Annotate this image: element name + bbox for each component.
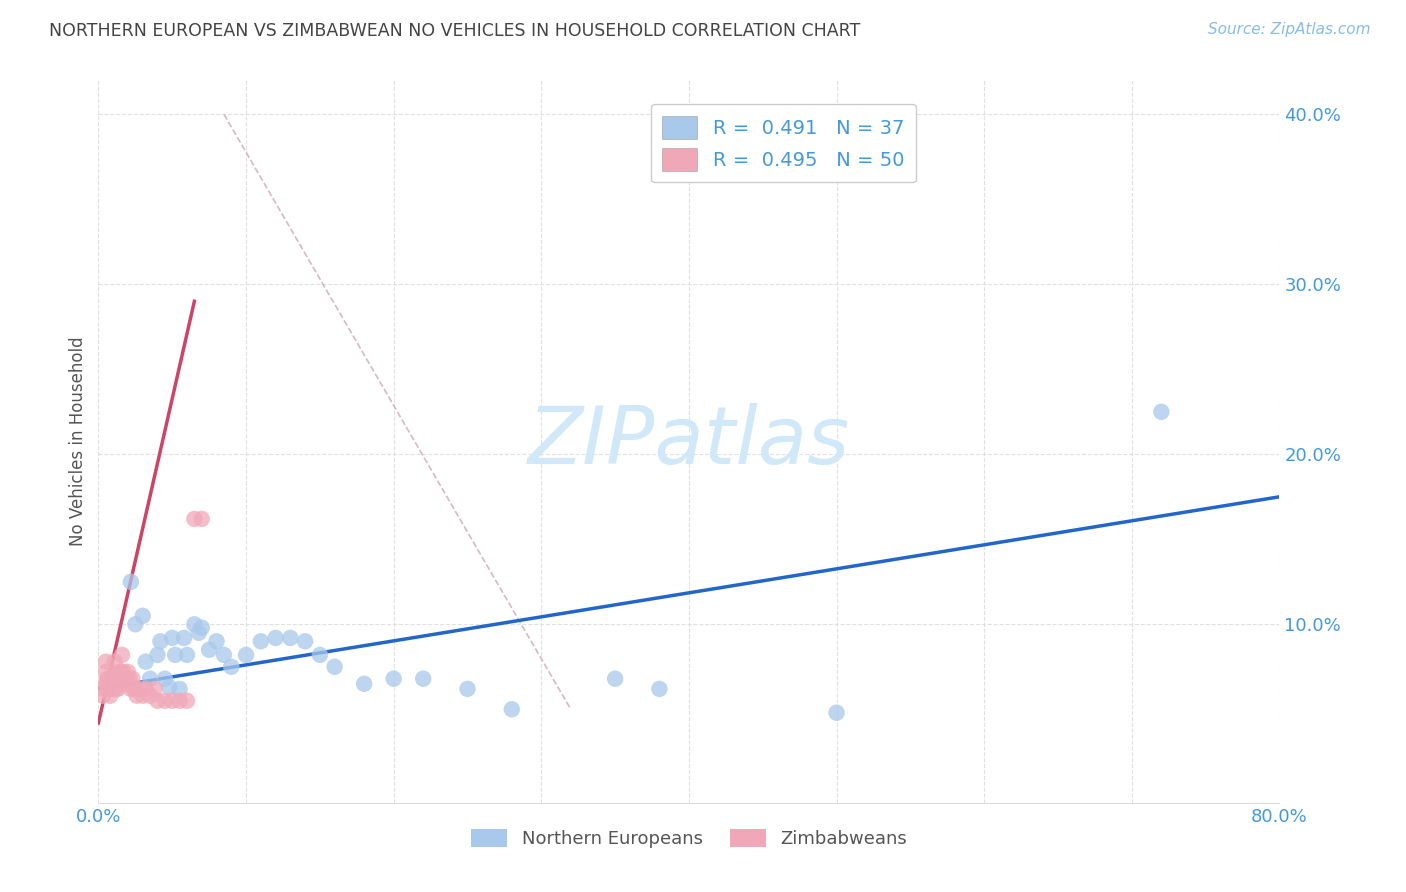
- Point: [100, 672, 122, 686]
- Point: [139, 689, 162, 703]
- Point: [191, 621, 214, 635]
- Point: [94, 665, 117, 679]
- Point: [169, 694, 191, 708]
- Point: [382, 672, 405, 686]
- Point: [264, 631, 287, 645]
- Point: [176, 648, 198, 662]
- Point: [176, 694, 198, 708]
- Point: [309, 648, 332, 662]
- Point: [108, 672, 131, 686]
- Point: [105, 672, 128, 686]
- Text: NORTHERN EUROPEAN VS ZIMBABWEAN NO VEHICLES IN HOUSEHOLD CORRELATION CHART: NORTHERN EUROPEAN VS ZIMBABWEAN NO VEHIC…: [49, 22, 860, 40]
- Point: [825, 706, 848, 720]
- Point: [91, 689, 114, 703]
- Point: [125, 689, 148, 703]
- Point: [353, 677, 375, 691]
- Point: [173, 631, 195, 645]
- Point: [117, 665, 139, 679]
- Point: [96, 672, 118, 686]
- Point: [250, 634, 273, 648]
- Point: [169, 681, 191, 696]
- Point: [110, 677, 132, 691]
- Point: [235, 648, 257, 662]
- Point: [183, 617, 205, 632]
- Point: [118, 672, 141, 686]
- Point: [139, 672, 162, 686]
- Point: [648, 681, 671, 696]
- Point: [187, 625, 209, 640]
- Point: [120, 574, 142, 589]
- Text: Source: ZipAtlas.com: Source: ZipAtlas.com: [1208, 22, 1371, 37]
- Point: [108, 665, 131, 679]
- Point: [135, 681, 157, 696]
- Point: [103, 672, 125, 686]
- Point: [112, 665, 135, 679]
- Point: [128, 681, 150, 696]
- Point: [97, 672, 120, 686]
- Point: [1150, 405, 1173, 419]
- Point: [280, 631, 302, 645]
- Point: [100, 681, 122, 696]
- Point: [294, 634, 316, 648]
- Point: [191, 512, 214, 526]
- Point: [212, 648, 235, 662]
- Point: [107, 681, 129, 696]
- Point: [153, 672, 176, 686]
- Point: [94, 677, 117, 691]
- Point: [107, 672, 129, 686]
- Point: [412, 672, 434, 686]
- Point: [457, 681, 479, 696]
- Point: [132, 689, 155, 703]
- Point: [149, 634, 172, 648]
- Point: [146, 694, 169, 708]
- Point: [132, 608, 155, 623]
- Point: [205, 634, 228, 648]
- Text: ZIPatlas: ZIPatlas: [527, 402, 851, 481]
- Point: [104, 655, 127, 669]
- Point: [198, 642, 221, 657]
- Point: [221, 660, 243, 674]
- Point: [135, 655, 157, 669]
- Legend: Northern Europeans, Zimbabweans: Northern Europeans, Zimbabweans: [464, 822, 914, 855]
- Point: [114, 672, 136, 686]
- Point: [146, 648, 169, 662]
- Point: [165, 648, 187, 662]
- Point: [153, 694, 176, 708]
- Point: [162, 694, 183, 708]
- Point: [96, 681, 118, 696]
- Y-axis label: No Vehicles in Household: No Vehicles in Household: [69, 336, 87, 547]
- Point: [111, 665, 134, 679]
- Point: [103, 681, 125, 696]
- Point: [501, 702, 523, 716]
- Point: [94, 655, 117, 669]
- Point: [104, 668, 127, 682]
- Point: [97, 681, 120, 696]
- Point: [124, 617, 146, 632]
- Point: [143, 681, 166, 696]
- Point: [121, 672, 143, 686]
- Point: [105, 681, 128, 696]
- Point: [112, 672, 135, 686]
- Point: [122, 681, 145, 696]
- Point: [605, 672, 627, 686]
- Point: [111, 648, 134, 662]
- Point: [110, 665, 132, 679]
- Point: [157, 680, 180, 694]
- Point: [183, 512, 205, 526]
- Point: [124, 681, 146, 696]
- Point: [117, 677, 139, 691]
- Point: [115, 672, 138, 686]
- Point: [323, 660, 346, 674]
- Point: [93, 681, 115, 696]
- Point: [98, 689, 121, 703]
- Point: [162, 631, 183, 645]
- Point: [120, 681, 142, 696]
